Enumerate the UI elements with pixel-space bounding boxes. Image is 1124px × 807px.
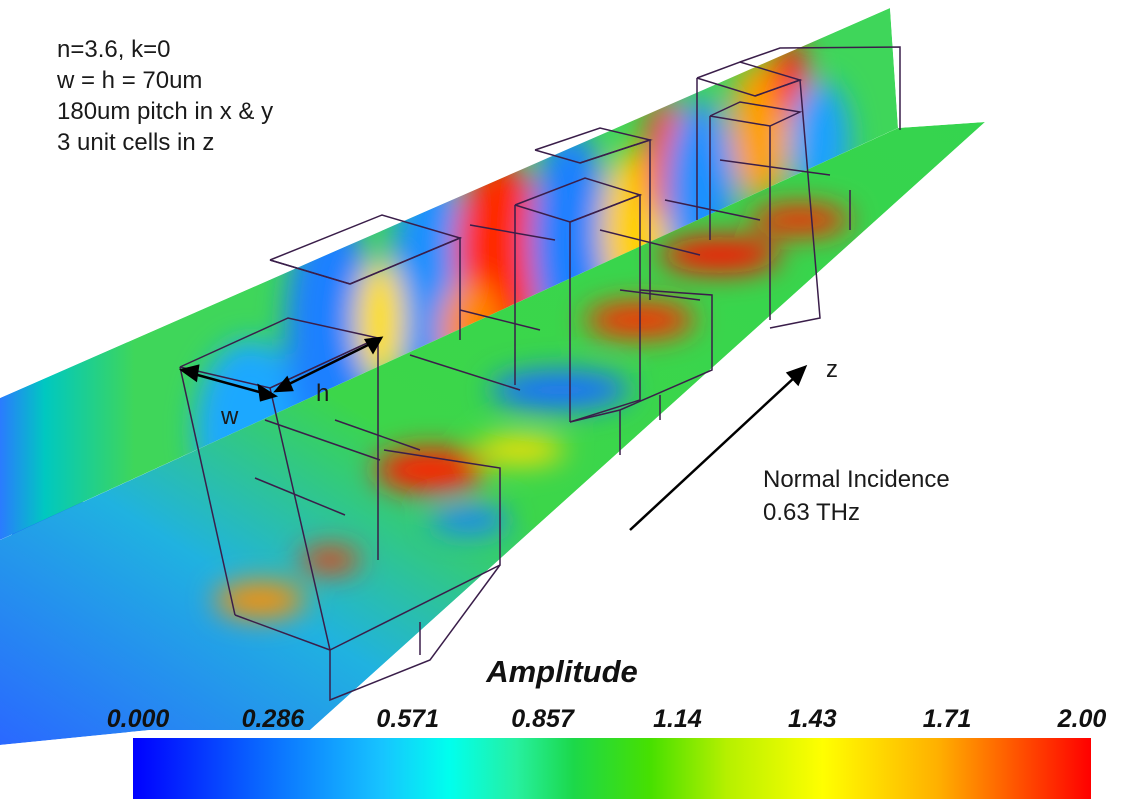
dimension-arrows (179, 336, 808, 531)
unit-cell-4 (534, 127, 653, 300)
w-arrow-head-right (257, 383, 279, 402)
colorbar-tick: 0.286 (241, 705, 305, 733)
unit-cell-5 (696, 46, 901, 329)
colorbar-tick: 1.43 (787, 705, 837, 733)
colorbar-tick: 0.857 (511, 705, 574, 733)
unit-cell-6 (709, 101, 803, 320)
w-label: w (221, 403, 239, 430)
colorbar-tick: 0.571 (376, 705, 439, 733)
colorbar-title: Amplitude (486, 654, 638, 689)
field-grid-lines (254, 159, 831, 516)
param-pitch: 180um pitch in x & y (57, 98, 274, 125)
colorbar-tick: 2.00 (1057, 705, 1107, 733)
h-label: h (316, 380, 330, 407)
z-arrow-head (785, 364, 808, 387)
h-arrow-head-right (363, 336, 384, 355)
incidence-line-1: Normal Incidence (763, 466, 950, 493)
unit-cell-wireframes (179, 46, 901, 702)
param-index: n=3.6, k=0 (57, 36, 171, 63)
h-arrow-head-left (273, 375, 294, 393)
param-dimensions: w = h = 70um (57, 67, 203, 94)
h-arrow-line (286, 342, 371, 387)
incidence-line-2: 0.63 THz (763, 499, 860, 526)
z-label: z (826, 356, 838, 383)
colorbar-tick: 1.71 (922, 705, 972, 733)
colorbar-tick-row: 0.000 0.286 0.571 0.857 1.14 1.43 1.71 2.00 (0, 705, 1124, 739)
w-arrow-head-left (179, 364, 200, 383)
horizontal-field-plane (0, 122, 985, 745)
parameter-block: n=3.6, k=0 w = h = 70um 180um pitch in x… (57, 34, 273, 158)
colorbar-tick: 0.000 (106, 705, 170, 733)
incidence-note: Normal Incidence 0.63 THz (763, 463, 950, 529)
unit-cell-2 (269, 214, 501, 702)
colorbar-tick: 1.14 (653, 705, 702, 733)
unit-cell-3 (514, 177, 713, 455)
param-cells: 3 unit cells in z (57, 129, 215, 156)
z-arrow-line (629, 376, 796, 531)
w-arrow-line (193, 372, 264, 395)
colorbar (133, 738, 1091, 799)
